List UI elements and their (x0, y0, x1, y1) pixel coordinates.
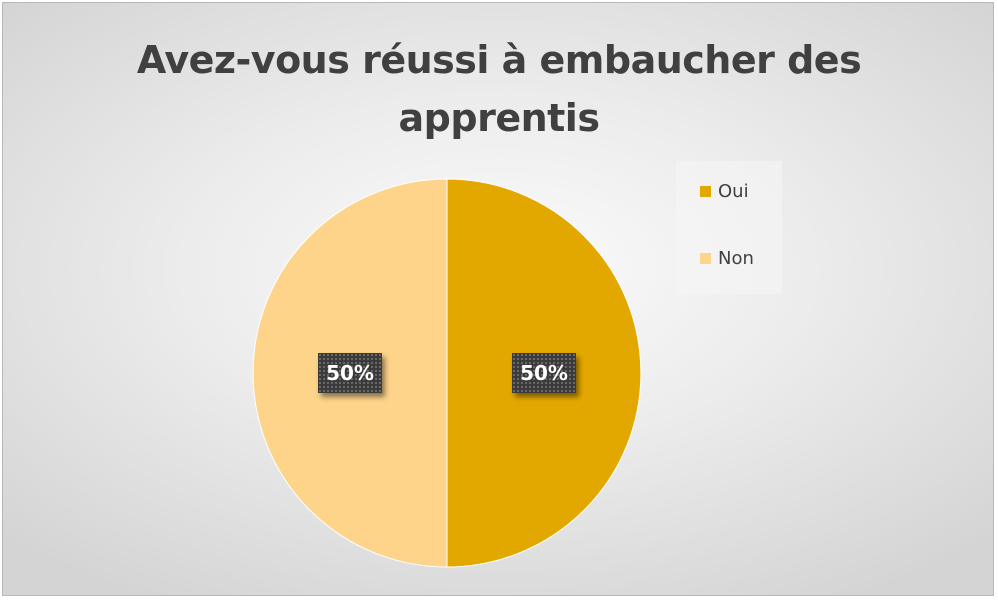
legend-label-oui: Oui (718, 180, 749, 202)
chart-title-line-2: apprentis (398, 96, 600, 140)
legend-swatch-non (700, 252, 711, 264)
legend: Oui Non (676, 161, 782, 294)
chart-title: Avez-vous réussi à embaucher des apprent… (3, 31, 993, 147)
data-label-oui: 50% (512, 353, 576, 393)
pie-chart (252, 178, 642, 568)
chart-title-line-1: Avez-vous réussi à embaucher des (136, 38, 862, 82)
legend-item-oui: Oui (700, 179, 749, 203)
legend-label-non: Non (718, 247, 754, 269)
data-label-non: 50% (318, 353, 382, 393)
legend-item-non: Non (700, 246, 754, 270)
legend-swatch-oui (700, 185, 711, 197)
